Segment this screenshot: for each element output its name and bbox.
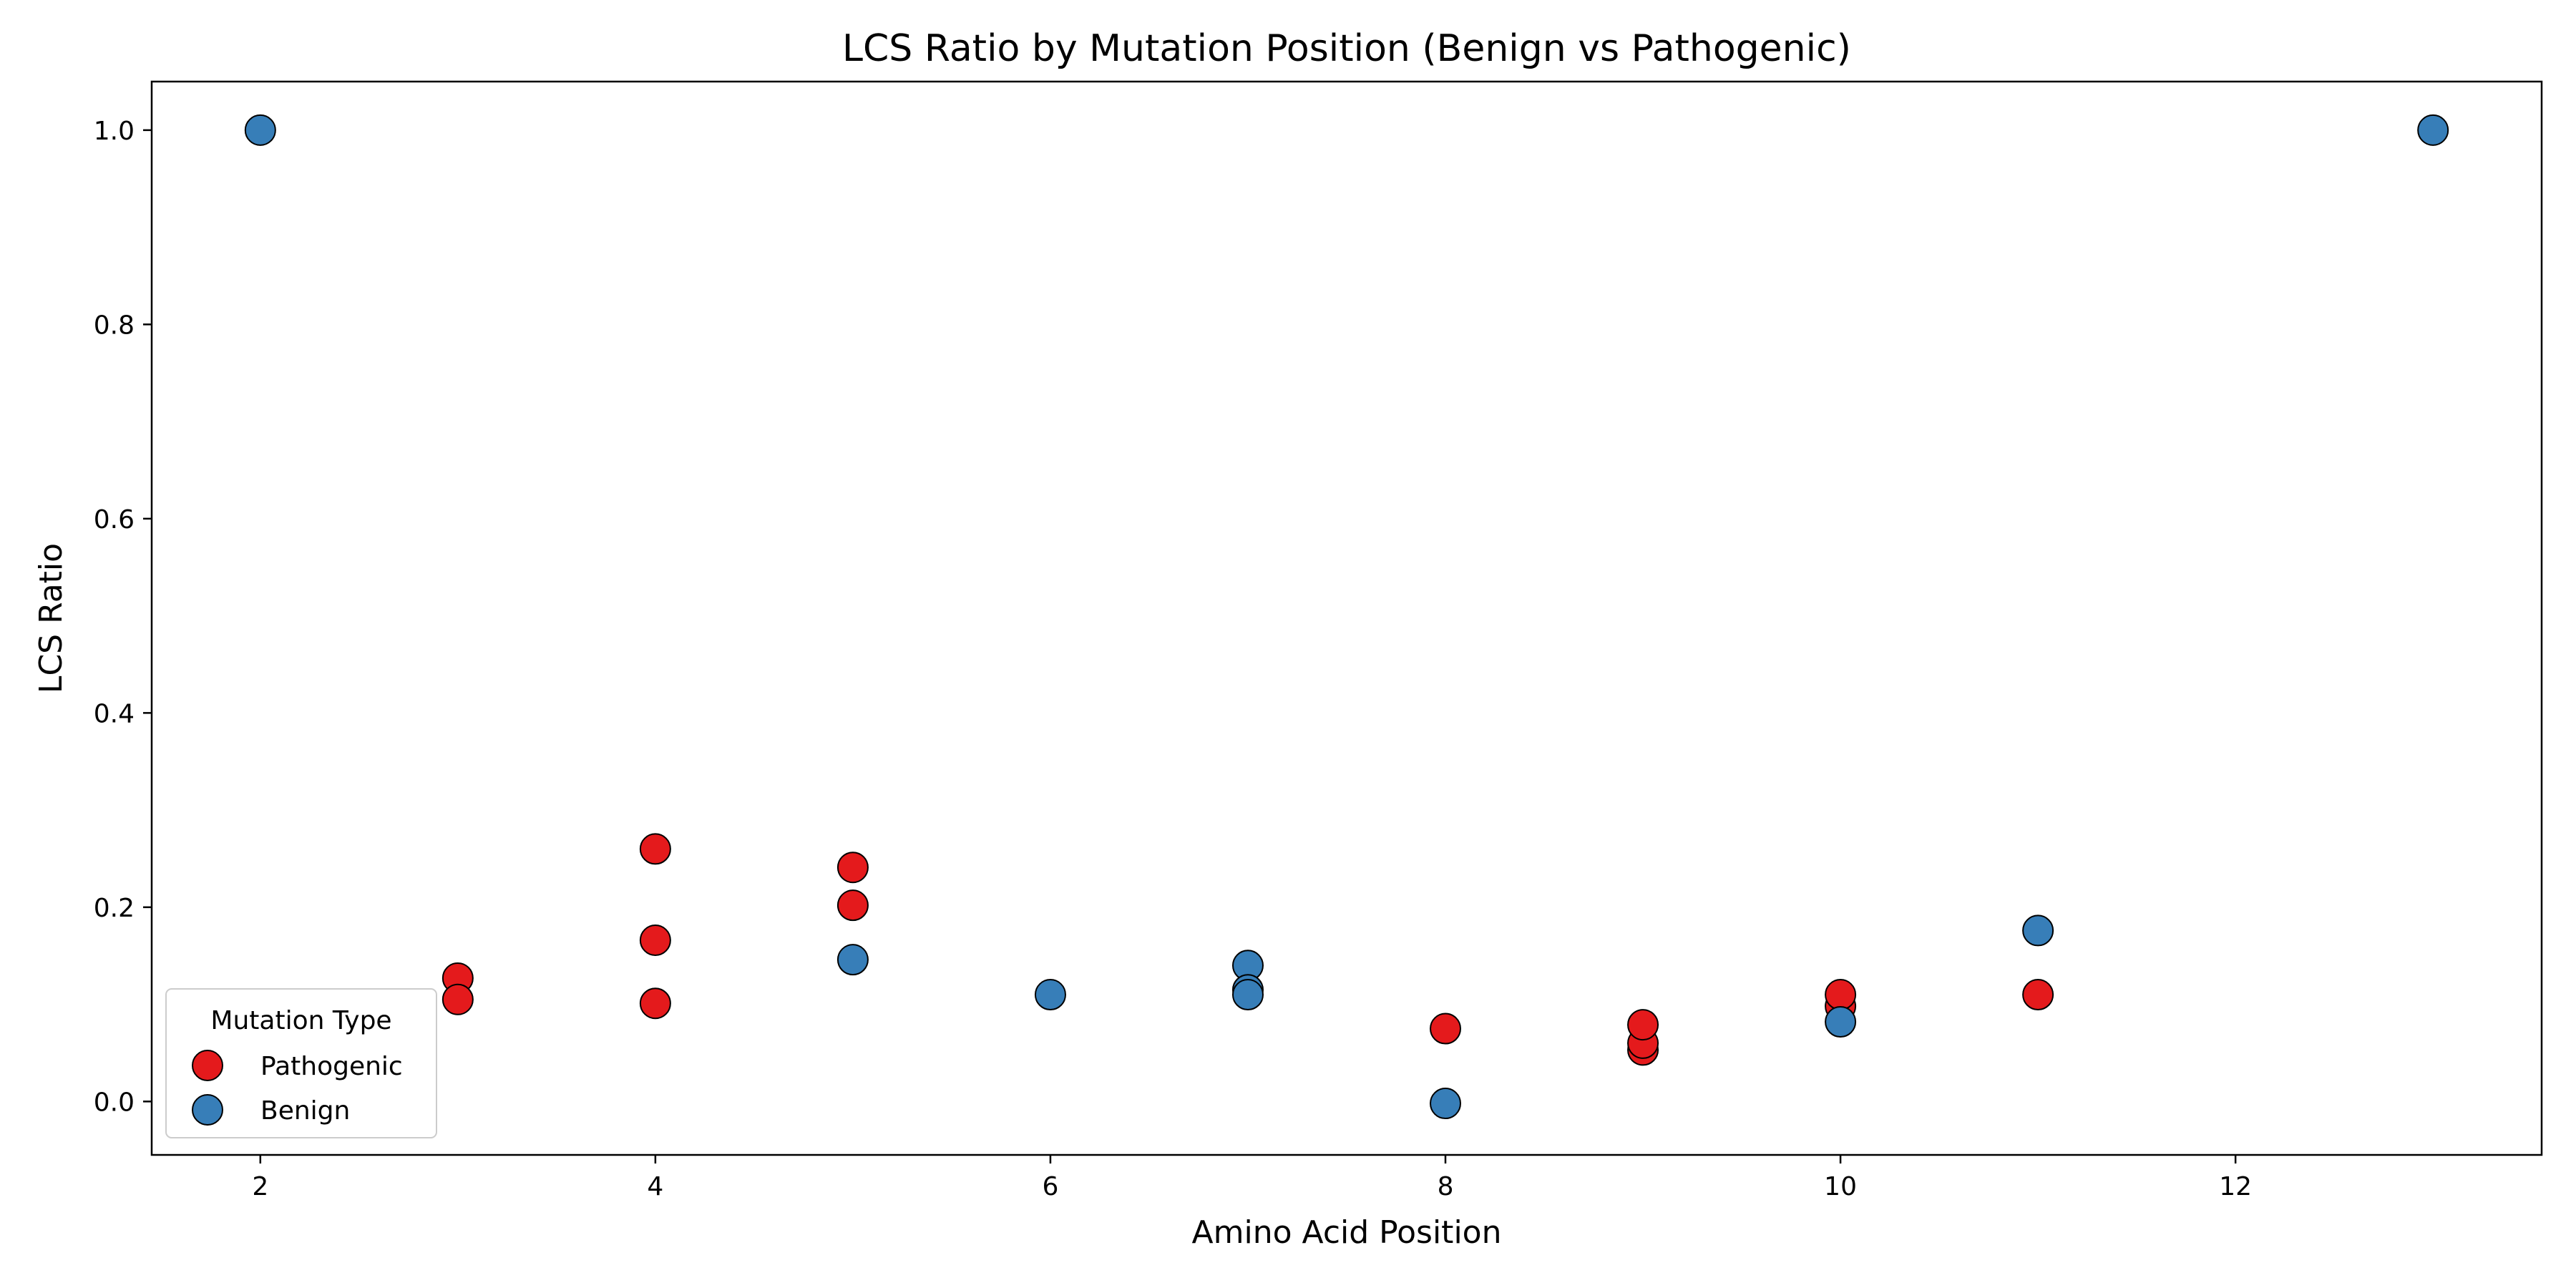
data-point-pathogenic	[639, 987, 671, 1020]
data-point-pathogenic	[1825, 979, 1857, 1011]
points-layer	[244, 114, 2449, 1120]
data-point-pathogenic	[441, 983, 474, 1015]
x-axis: 2 4 6 8 10 12	[252, 1155, 2252, 1201]
legend-box	[165, 988, 437, 1138]
data-point-benign	[2022, 914, 2054, 947]
y-tick-label: 0.0	[94, 1088, 135, 1117]
x-tick-label: 6	[1042, 1172, 1058, 1201]
data-point-benign	[2417, 114, 2449, 146]
x-tick-label: 8	[1438, 1172, 1454, 1201]
legend-label-benign: Benign	[260, 1096, 350, 1126]
x-tick-label: 2	[252, 1172, 268, 1201]
legend: Mutation Type Pathogenic Benign	[165, 988, 437, 1138]
y-tick-label: 0.4	[94, 699, 135, 728]
legend-marker-benign	[192, 1094, 223, 1126]
data-point-pathogenic	[639, 833, 671, 865]
data-point-pathogenic	[639, 924, 671, 956]
x-tick-label: 10	[1824, 1172, 1857, 1201]
legend-label-pathogenic: Pathogenic	[260, 1052, 403, 1081]
y-tick-label: 0.6	[94, 505, 135, 535]
chart-title: LCS Ratio by Mutation Position (Benign v…	[842, 27, 1851, 70]
y-tick-label: 0.2	[94, 894, 135, 923]
data-point-pathogenic	[2022, 979, 2054, 1011]
data-point-benign	[1430, 1088, 1462, 1120]
data-point-benign	[1231, 979, 1264, 1011]
data-point-benign	[836, 944, 869, 976]
x-tick-label: 12	[2219, 1172, 2252, 1201]
legend-marker-pathogenic	[192, 1050, 223, 1081]
data-point-benign	[1034, 979, 1066, 1011]
data-point-benign	[244, 114, 276, 146]
x-axis-label: Amino Acid Position	[1192, 1214, 1502, 1251]
data-point-pathogenic	[1627, 1009, 1659, 1041]
data-point-pathogenic	[836, 852, 869, 884]
y-tick-label: 1.0	[94, 117, 135, 146]
x-tick-label: 4	[647, 1172, 663, 1201]
data-point-pathogenic	[1430, 1013, 1462, 1045]
plot-frame	[150, 80, 2543, 1156]
y-axis-label: LCS Ratio	[33, 543, 69, 693]
data-point-benign	[1825, 1006, 1857, 1038]
y-axis: 0.0 0.2 0.4 0.6 0.8 1.0	[94, 117, 152, 1117]
data-point-pathogenic	[836, 889, 869, 922]
legend-title: Mutation Type	[210, 1006, 391, 1035]
y-tick-label: 0.8	[94, 311, 135, 340]
